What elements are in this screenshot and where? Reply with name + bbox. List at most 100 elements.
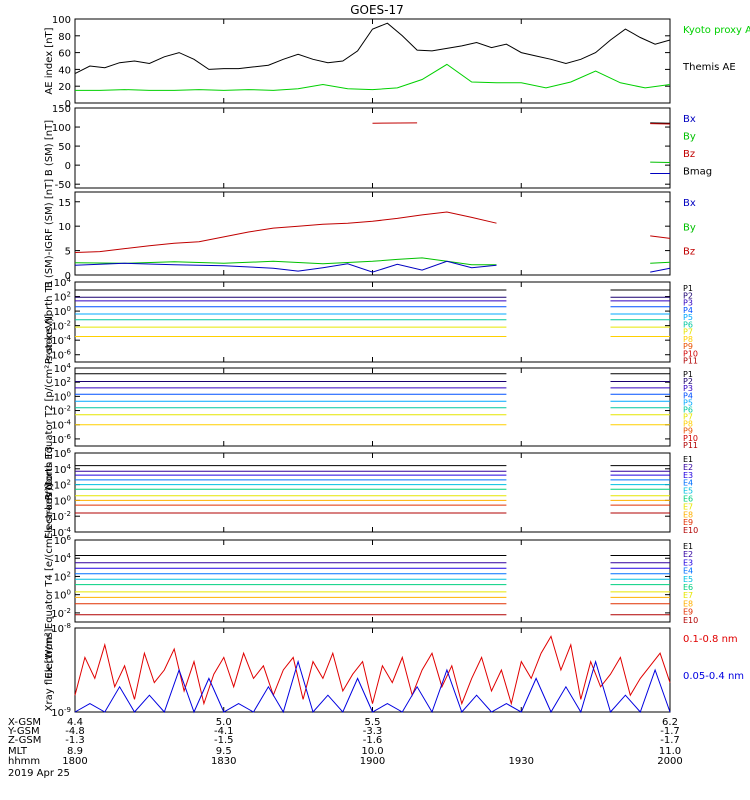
footer-value: -4.8 <box>65 726 85 737</box>
y-tick-label: 10-6 <box>51 349 71 362</box>
legend-e8: E8 <box>683 510 693 519</box>
legend-themis-ae: Themis AE <box>682 62 736 73</box>
legend-e4: E4 <box>683 479 693 488</box>
y-tick-label: 10-4 <box>51 334 71 347</box>
panel-3: 0 5 10 15B (SM)-IGRF (SM) [nT] Bx By Bz <box>44 179 696 288</box>
legend-e9: E9 <box>683 518 693 527</box>
series-themis-ae <box>74 22 671 75</box>
legend-p8: P8 <box>683 420 693 429</box>
footer-value: 1900 <box>360 756 385 767</box>
footer-row-label: MLT <box>8 746 28 757</box>
plot-title: GOES-17 <box>350 3 404 17</box>
legend-bz: Bz <box>683 247 695 258</box>
legend-e1: E1 <box>683 455 693 464</box>
footer-value: 6.2 <box>662 717 678 728</box>
legend-p7: P7 <box>683 328 693 337</box>
panel-frame <box>74 281 671 363</box>
y-tick-label: 5 <box>65 247 71 258</box>
legend-p2: P2 <box>683 377 693 386</box>
series-bx <box>650 267 671 273</box>
series-0-1-0-8-nm <box>74 635 671 706</box>
y-tick-label: 104 <box>54 552 72 565</box>
panel-frame <box>74 539 671 623</box>
y-tick-label: 10-2 <box>51 510 71 523</box>
legend-bx: Bx <box>683 114 696 125</box>
y-tick-label: 106 <box>54 534 72 547</box>
footer-row-label: Y-GSM <box>7 726 40 737</box>
legend-bx: Bx <box>683 198 696 209</box>
footer-value: 11.0 <box>659 746 681 757</box>
footer-row-label: X-GSM <box>8 717 41 728</box>
footer-value: -1.6 <box>363 735 383 746</box>
legend-e7: E7 <box>683 591 693 600</box>
footer-value: 2000 <box>657 756 682 767</box>
footer-value: -3.3 <box>363 726 383 737</box>
footer-row-label: Z-GSM <box>8 735 41 746</box>
legend-bz: Bz <box>683 149 695 160</box>
panel-frame <box>74 367 671 447</box>
legend-by: By <box>683 222 696 233</box>
y-tick-label: 10-6 <box>51 433 71 446</box>
footer-value: 10.0 <box>361 746 383 757</box>
y-tick-label: 100 <box>54 494 71 507</box>
y-tick-label: 10-4 <box>51 419 71 432</box>
legend-p3: P3 <box>683 384 693 393</box>
y-tick-label: 0 <box>65 161 71 172</box>
legend-e3: E3 <box>683 558 693 567</box>
legend-p6: P6 <box>683 320 693 329</box>
footer-value: 4.4 <box>67 717 83 728</box>
series-bx <box>74 260 497 273</box>
y-tick-label: 100 <box>52 123 71 134</box>
series-by <box>650 261 671 264</box>
y-tick-label: 102 <box>54 376 71 389</box>
legend-e9: E9 <box>683 608 693 617</box>
legend-e2: E2 <box>683 550 693 559</box>
legend-p4: P4 <box>683 391 693 400</box>
legend-e5: E5 <box>683 575 693 584</box>
legend-p5: P5 <box>683 313 693 322</box>
y-tick-label: 104 <box>54 362 72 375</box>
y-axis-label: Electrons Equator T4 [e/(cm²-s-sr-keV)] <box>44 483 55 678</box>
footer-value: 5.0 <box>216 717 232 728</box>
y-axis-label: Protons Equator T2 [p/(cm²-s-sr-keV)] <box>44 314 55 501</box>
legend-e8: E8 <box>683 599 693 608</box>
y-axis-label: B (SM) [nT] <box>44 120 55 176</box>
footer-value: 5.5 <box>365 717 381 728</box>
legend-p9: P9 <box>683 342 693 351</box>
y-tick-label: 20 <box>58 82 71 93</box>
legend-bmag: Bmag <box>683 167 712 178</box>
legend-p11: P11 <box>683 357 698 366</box>
legend-p11: P11 <box>683 441 698 450</box>
y-tick-label: 102 <box>54 570 71 583</box>
legend-0-05-0-4-nm: 0.05-0.4 nm <box>683 671 744 682</box>
legend-p2: P2 <box>683 291 693 300</box>
series-bz <box>74 211 497 253</box>
y-tick-label: 15 <box>58 198 71 209</box>
footer-value: 1800 <box>62 756 87 767</box>
legend-e10: E10 <box>683 526 698 535</box>
y-tick-label: 0 <box>65 99 71 110</box>
y-tick-label: 100 <box>52 15 71 26</box>
footer-value: -1.5 <box>214 735 234 746</box>
y-tick-label: 10-8 <box>51 622 71 635</box>
y-tick-label: 100 <box>54 390 71 403</box>
legend-e10: E10 <box>683 616 698 625</box>
footer-row-label: hhmm <box>8 756 40 767</box>
y-tick-label: 10 <box>58 222 71 233</box>
legend-p1: P1 <box>683 370 693 379</box>
y-tick-label: 80 <box>58 32 71 43</box>
legend-e6: E6 <box>683 583 693 592</box>
legend-0-1-0-8-nm: 0.1-0.8 nm <box>683 634 738 645</box>
legend-kyoto-proxy-ae: Kyoto proxy AE <box>683 25 750 36</box>
y-tick-label: 60 <box>58 49 71 60</box>
y-tick-label: 10-9 <box>51 706 71 719</box>
y-tick-label: 150 <box>52 104 71 115</box>
legend-p9: P9 <box>683 427 693 436</box>
legend-p10: P10 <box>683 349 698 358</box>
panel-frame <box>74 107 671 189</box>
